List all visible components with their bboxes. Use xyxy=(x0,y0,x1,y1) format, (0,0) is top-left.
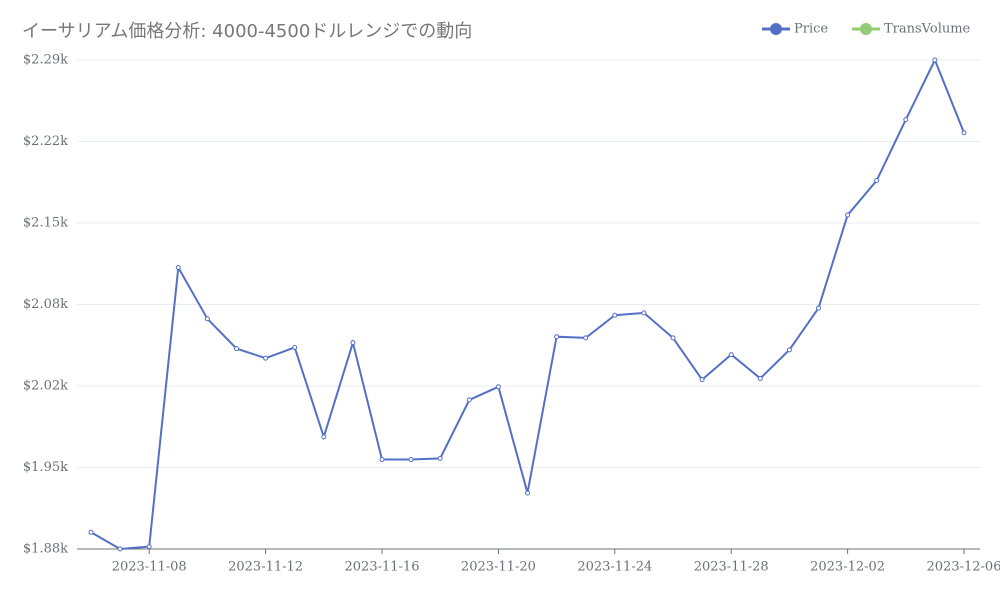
x-tick-label: 2023-11-24 xyxy=(577,560,652,575)
data-point xyxy=(350,340,356,346)
data-point xyxy=(146,544,152,550)
data-point xyxy=(408,457,414,463)
data-point xyxy=(903,117,909,123)
y-tick-label: $2.02k xyxy=(23,378,68,393)
data-point xyxy=(292,344,298,350)
data-point xyxy=(554,334,560,340)
data-point xyxy=(641,310,647,316)
x-tick-label: 2023-11-08 xyxy=(112,560,187,575)
data-point xyxy=(379,457,385,463)
y-tick-label: $2.08k xyxy=(23,297,68,312)
legend-label: Price xyxy=(794,22,828,37)
data-point xyxy=(117,546,123,552)
y-tick-label: $1.88k xyxy=(23,542,68,557)
data-point xyxy=(321,434,327,440)
data-point xyxy=(234,346,239,352)
data-point xyxy=(816,305,821,311)
x-tick-label: 2023-12-06 xyxy=(927,560,1000,575)
y-tick-label: $2.22k xyxy=(23,134,68,149)
x-tick-label: 2023-11-20 xyxy=(461,560,536,575)
x-tick-label: 2023-12-02 xyxy=(810,560,885,575)
data-point xyxy=(845,212,851,218)
data-point xyxy=(699,377,705,383)
x-tick-label: 2023-11-16 xyxy=(345,560,420,575)
legend-marker xyxy=(770,23,782,35)
data-point xyxy=(495,384,501,390)
y-tick-label: $2.29k xyxy=(23,53,68,68)
data-point xyxy=(612,312,618,318)
x-tick-label: 2023-11-28 xyxy=(694,560,769,575)
data-point xyxy=(728,352,734,358)
legend-marker xyxy=(860,23,872,35)
data-point xyxy=(263,355,269,361)
data-point xyxy=(874,177,880,183)
y-tick-label: $2.15k xyxy=(23,216,68,231)
chart-title: イーサリアム価格分析: 4000-4500ドルレンジでの動向 xyxy=(22,21,472,42)
legend-label: TransVolume xyxy=(884,22,971,37)
data-point xyxy=(525,490,530,496)
data-point xyxy=(204,316,210,322)
data-point xyxy=(757,375,763,381)
data-point xyxy=(583,335,589,341)
data-point xyxy=(786,347,792,353)
data-point xyxy=(932,57,938,63)
data-point xyxy=(437,455,443,461)
data-point xyxy=(466,397,472,403)
y-tick-label: $1.95k xyxy=(23,460,68,475)
x-tick-label: 2023-11-12 xyxy=(228,560,303,575)
data-point xyxy=(961,130,967,136)
data-point xyxy=(175,265,181,271)
data-point xyxy=(88,529,94,535)
data-point xyxy=(670,335,676,341)
